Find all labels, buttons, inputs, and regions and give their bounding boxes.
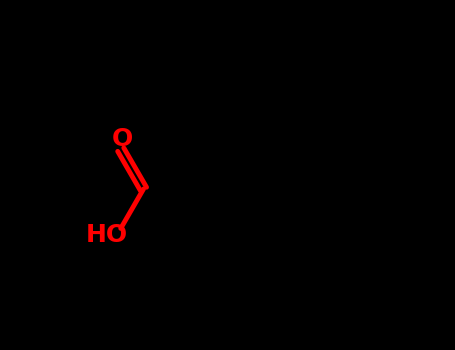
Text: HO: HO [86, 223, 128, 247]
Text: O: O [112, 127, 133, 151]
